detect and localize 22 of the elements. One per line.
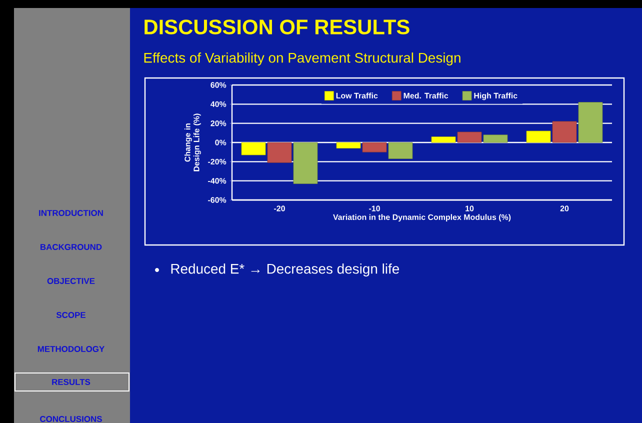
bar [483,134,508,143]
text: RESULTS [52,379,90,385]
chart-title: DISCUSSION OF RESULTS [144,20,410,34]
bar [578,102,603,143]
bar [526,130,551,143]
bar [336,142,361,148]
text: Reduced E* → Decreases design life [171,264,400,276]
chart-subtitle: Effects of Variability on Pavement Structural Design [144,52,460,66]
bar [362,142,387,152]
text: INTRODUCTION [39,210,103,216]
bar [431,136,456,143]
bar [241,142,266,156]
bar [457,132,482,143]
bar [388,142,413,159]
bar [293,142,318,184]
text: SCOPE [56,312,86,318]
text: BACKGROUND [40,244,102,250]
text: OBJECTIVE [47,278,95,284]
text: METHODOLOGY [38,346,105,352]
text: CONCLUSIONS [40,416,102,422]
bar [267,142,292,163]
bar [552,121,577,143]
